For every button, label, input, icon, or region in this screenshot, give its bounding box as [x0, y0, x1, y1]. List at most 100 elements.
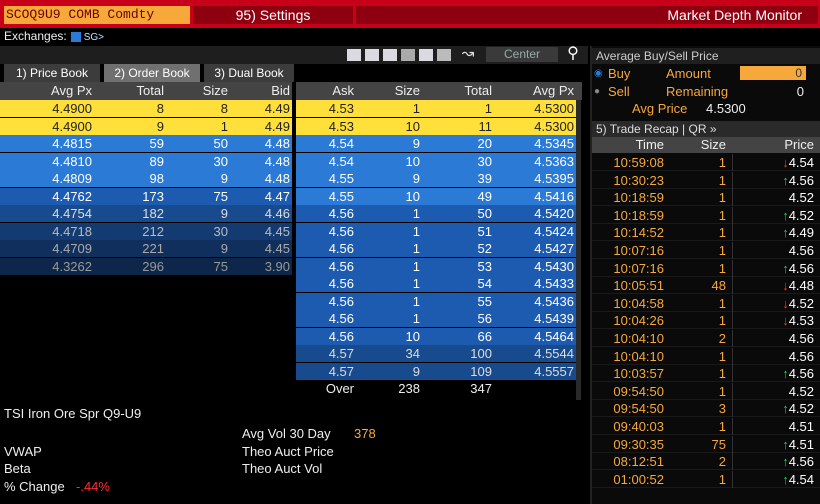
bid-row[interactable]: 4.4709 221 9 4.45 — [0, 240, 292, 257]
trade-separator — [732, 154, 733, 171]
ask-row[interactable]: 4.53 1 1 4.5300 — [296, 100, 576, 117]
ask-row[interactable]: 4.56 10 66 4.5464 — [296, 327, 576, 345]
trade-price-value: 4.54 — [788, 155, 814, 170]
tr-col-time[interactable]: Time — [635, 137, 664, 152]
trade-recap-row[interactable]: 09:54:50 3 ↑4.52 — [592, 400, 820, 418]
ask-row[interactable]: 4.57 34 100 4.5544 — [296, 345, 576, 362]
search-icon[interactable]: ⚲ — [567, 45, 579, 62]
tr-col-size[interactable]: Size — [700, 137, 726, 152]
tr-col-price[interactable]: Price — [784, 137, 814, 152]
tab-dual-book[interactable]: 3) Dual Book — [204, 64, 294, 82]
ask-col-ask[interactable]: Ask — [332, 83, 354, 98]
trade-recap-row[interactable]: 10:05:51 48 ↓4.48 — [592, 277, 820, 295]
bid-col-bid[interactable]: Bid — [271, 83, 290, 98]
compact-icon[interactable] — [437, 49, 451, 61]
trade-price: ↓4.52 — [742, 295, 814, 312]
ask-row[interactable]: 4.56 1 50 4.5420 — [296, 205, 576, 222]
ask-row[interactable]: 4.55 10 49 4.5416 — [296, 187, 576, 205]
ask-row[interactable]: 4.56 1 54 4.5433 — [296, 275, 576, 292]
trade-recap-row[interactable]: 10:07:16 1 ↑4.56 — [592, 259, 820, 277]
ask-row[interactable]: 4.55 9 39 4.5395 — [296, 170, 576, 187]
bid-row[interactable]: 4.4900 8 8 4.49 — [0, 100, 292, 117]
avg-vol-label: Avg Vol 30 Day — [242, 426, 331, 441]
bid-col-size[interactable]: Size — [202, 83, 228, 98]
split-view-icon[interactable] — [365, 49, 379, 61]
trade-recap-row[interactable]: 10:03:57 1 ↑4.56 — [592, 365, 820, 383]
trade-recap-row[interactable]: 10:18:59 1 ↑4.52 — [592, 206, 820, 224]
security-ticker[interactable]: SCOQ9U9 COMB Comdty — [4, 6, 190, 24]
bid-row[interactable]: 4.3262 296 75 3.90 — [0, 257, 292, 275]
trade-recap-row[interactable]: 10:04:58 1 ↓4.52 — [592, 294, 820, 312]
grid-icon[interactable] — [419, 49, 433, 61]
rows-icon[interactable] — [401, 49, 415, 61]
ask-row[interactable]: 4.54 10 30 4.5363 — [296, 152, 576, 170]
ask-col-avgpx[interactable]: Avg Px — [533, 83, 574, 98]
trade-separator — [732, 224, 733, 242]
bid-col-avgpx[interactable]: Avg Px — [51, 83, 92, 98]
bid-row[interactable]: 4.4809 98 9 4.48 — [0, 170, 292, 187]
trade-recap-row[interactable]: 10:04:10 1 4.56 — [592, 347, 820, 365]
bid-row[interactable]: 4.4718 212 30 4.45 — [0, 222, 292, 240]
tab-price-book[interactable]: 1) Price Book — [4, 64, 100, 82]
layout-icon[interactable] — [347, 49, 361, 61]
exchanges-label: Exchanges: — [4, 29, 67, 43]
buy-radio[interactable]: ◉ — [594, 68, 603, 79]
ask-row[interactable]: 4.56 1 51 4.5424 — [296, 222, 576, 240]
bid-size: 30 — [213, 153, 228, 169]
bid-price: 3.90 — [264, 258, 290, 274]
trade-recap-row[interactable]: 10:07:16 1 4.56 — [592, 242, 820, 259]
ask-over-row[interactable]: Over 238 347 — [296, 380, 576, 397]
trade-recap-row[interactable]: 09:54:50 1 4.52 — [592, 382, 820, 400]
ask-row[interactable]: 4.56 1 52 4.5427 — [296, 240, 576, 257]
trade-recap-row[interactable]: 10:18:59 1 4.52 — [592, 189, 820, 207]
settings-button[interactable]: 95) Settings — [193, 6, 353, 24]
trade-recap-row[interactable]: 10:04:26 1 ↓4.53 — [592, 312, 820, 330]
trade-recap-row[interactable]: 10:30:23 1 ↑4.56 — [592, 171, 820, 189]
trade-separator — [732, 470, 733, 488]
buy-label[interactable]: Buy — [608, 66, 631, 81]
ask-row[interactable]: 4.57 9 109 4.5557 — [296, 362, 576, 380]
trade-recap-row[interactable]: 09:40:03 1 4.51 — [592, 418, 820, 435]
bid-col-total[interactable]: Total — [136, 83, 164, 98]
trade-recap-row[interactable]: 10:04:10 2 4.56 — [592, 330, 820, 347]
ask-size: 1 — [412, 223, 420, 239]
tab-order-book[interactable]: 2) Order Book — [104, 64, 200, 82]
ask-row[interactable]: 4.53 10 11 4.5300 — [296, 117, 576, 135]
trade-price: 4.56 — [742, 330, 814, 347]
trade-recap-header[interactable]: 5) Trade Recap | QR » — [592, 121, 820, 137]
order-book-scrollbar[interactable] — [576, 100, 581, 400]
trade-recap-row[interactable]: 10:14:52 1 ↑4.49 — [592, 224, 820, 242]
sell-label[interactable]: Sell — [608, 84, 630, 99]
ask-row[interactable]: 4.54 9 20 4.5345 — [296, 135, 576, 152]
sell-radio[interactable]: ● — [594, 86, 601, 97]
bid-row[interactable]: 4.4762 173 75 4.47 — [0, 187, 292, 205]
ask-avgpx: 4.5544 — [534, 346, 574, 361]
ask-row[interactable]: 4.56 1 55 4.5436 — [296, 292, 576, 310]
bid-row[interactable]: 4.4810 89 30 4.48 — [0, 152, 292, 170]
pct-change-label: % Change — [4, 479, 65, 494]
ask-price: 4.56 — [328, 311, 354, 326]
exchange-checkbox[interactable] — [70, 31, 81, 42]
exchange-value[interactable]: SG> — [83, 32, 105, 43]
center-button[interactable]: Center — [486, 47, 558, 62]
amount-input[interactable]: 0 — [740, 66, 806, 80]
columns-icon[interactable] — [383, 49, 397, 61]
beta-label: Beta — [4, 461, 31, 476]
ask-col-total[interactable]: Total — [464, 83, 492, 98]
trade-price-value: 4.49 — [788, 225, 814, 241]
trade-recap-row[interactable]: 10:59:08 1 ↓4.54 — [592, 154, 820, 171]
ask-row[interactable]: 4.56 1 56 4.5439 — [296, 310, 576, 327]
ask-price: 4.57 — [328, 346, 354, 361]
ask-price: 4.54 — [328, 136, 354, 151]
ask-row[interactable]: 4.56 1 53 4.5430 — [296, 257, 576, 275]
trade-recap-row[interactable]: 01:00:52 1 ↑4.54 — [592, 470, 820, 488]
ask-col-size[interactable]: Size — [394, 83, 420, 98]
trade-recap-row[interactable]: 08:12:51 2 ↑4.56 — [592, 453, 820, 471]
chart-icon[interactable]: ↝ — [461, 45, 475, 62]
bid-row[interactable]: 4.4815 59 50 4.48 — [0, 135, 292, 152]
ask-size: 1 — [412, 241, 420, 256]
trade-price: ↑4.52 — [742, 400, 814, 417]
bid-row[interactable]: 4.4900 9 1 4.49 — [0, 117, 292, 135]
bid-row[interactable]: 4.4754 182 9 4.46 — [0, 205, 292, 222]
trade-recap-row[interactable]: 09:30:35 75 ↑4.51 — [592, 435, 820, 453]
